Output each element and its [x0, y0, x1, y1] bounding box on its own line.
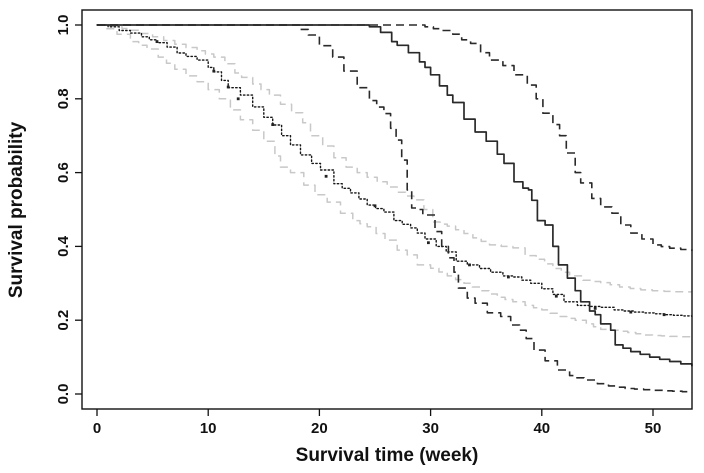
y-tick-label: 0.6: [55, 162, 72, 183]
curve-km-solid: [97, 24, 693, 367]
y-tick-label: 1.0: [55, 15, 72, 36]
x-tick-label: 20: [311, 420, 328, 437]
x-tick-label: 50: [645, 420, 662, 437]
y-axis-title: Survival probability: [6, 121, 27, 298]
plot-border: [81, 9, 693, 410]
censor-mark: [468, 263, 471, 267]
censor-mark: [324, 174, 328, 178]
curve-km-upper-ci: [97, 24, 693, 251]
y-tick-label: 0.0: [55, 384, 72, 405]
curve-gray-upper-ci: [97, 24, 693, 293]
censor-mark: [373, 204, 377, 208]
censor-mark: [427, 241, 430, 245]
censor-mark: [226, 85, 230, 89]
censor-mark: [212, 69, 216, 73]
censor-mark: [271, 123, 275, 126]
axes-layer: 0 10 20 30 40 50 0.0 0.2 0.4 0.6 0.8 1.0: [55, 15, 661, 437]
censor-mark: [662, 313, 666, 317]
censor-mark: [236, 97, 240, 101]
curve-gray-lower-ci: [97, 24, 693, 338]
x-tick-label: 0: [93, 420, 101, 437]
x-tick-label: 10: [200, 420, 217, 437]
censor-mark: [155, 40, 159, 43]
censor-mark: [593, 307, 597, 310]
curves-layer: [96, 24, 693, 393]
censor-mark: [629, 310, 633, 314]
x-tick-label: 40: [533, 420, 550, 437]
curve-km-lower-ci: [97, 24, 693, 393]
censor-mark: [507, 275, 510, 279]
x-axis-title: Survival time (week): [296, 445, 479, 466]
y-tick-label: 0.2: [55, 310, 72, 331]
y-tick-label: 0.8: [55, 88, 72, 109]
y-tick-label: 0.4: [55, 235, 72, 257]
censor-mark: [554, 294, 558, 298]
x-tick-label: 30: [422, 420, 439, 437]
